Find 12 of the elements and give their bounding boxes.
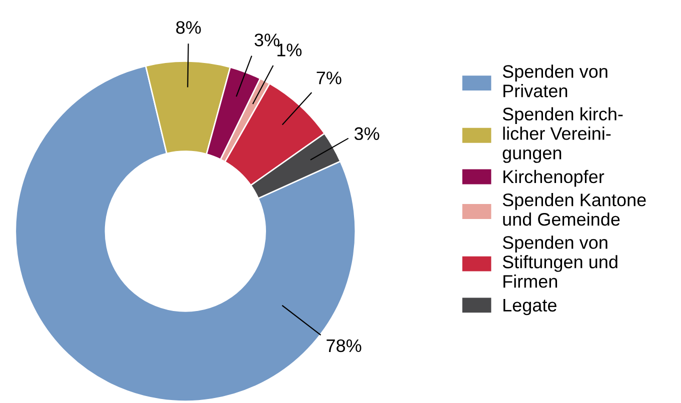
data-label: 78% [326, 339, 362, 352]
data-label: 7% [316, 72, 342, 84]
data-label: 3% [354, 127, 380, 140]
legend-label: Spenden von Stiftungen und Firmen [502, 236, 618, 288]
data-label: 8% [176, 21, 201, 34]
legend-label: Kirchenopfer [504, 170, 604, 187]
data-label: 1% [277, 44, 302, 56]
legend-label: Legate [504, 298, 556, 316]
legend-label: Spenden Kantone und Gemeinde [502, 193, 646, 226]
legend-label: Spenden von Privaten [502, 64, 608, 98]
legend-label: Spenden kirch- licher Vereini- gungen [502, 107, 623, 163]
data-label: 3% [254, 34, 280, 46]
